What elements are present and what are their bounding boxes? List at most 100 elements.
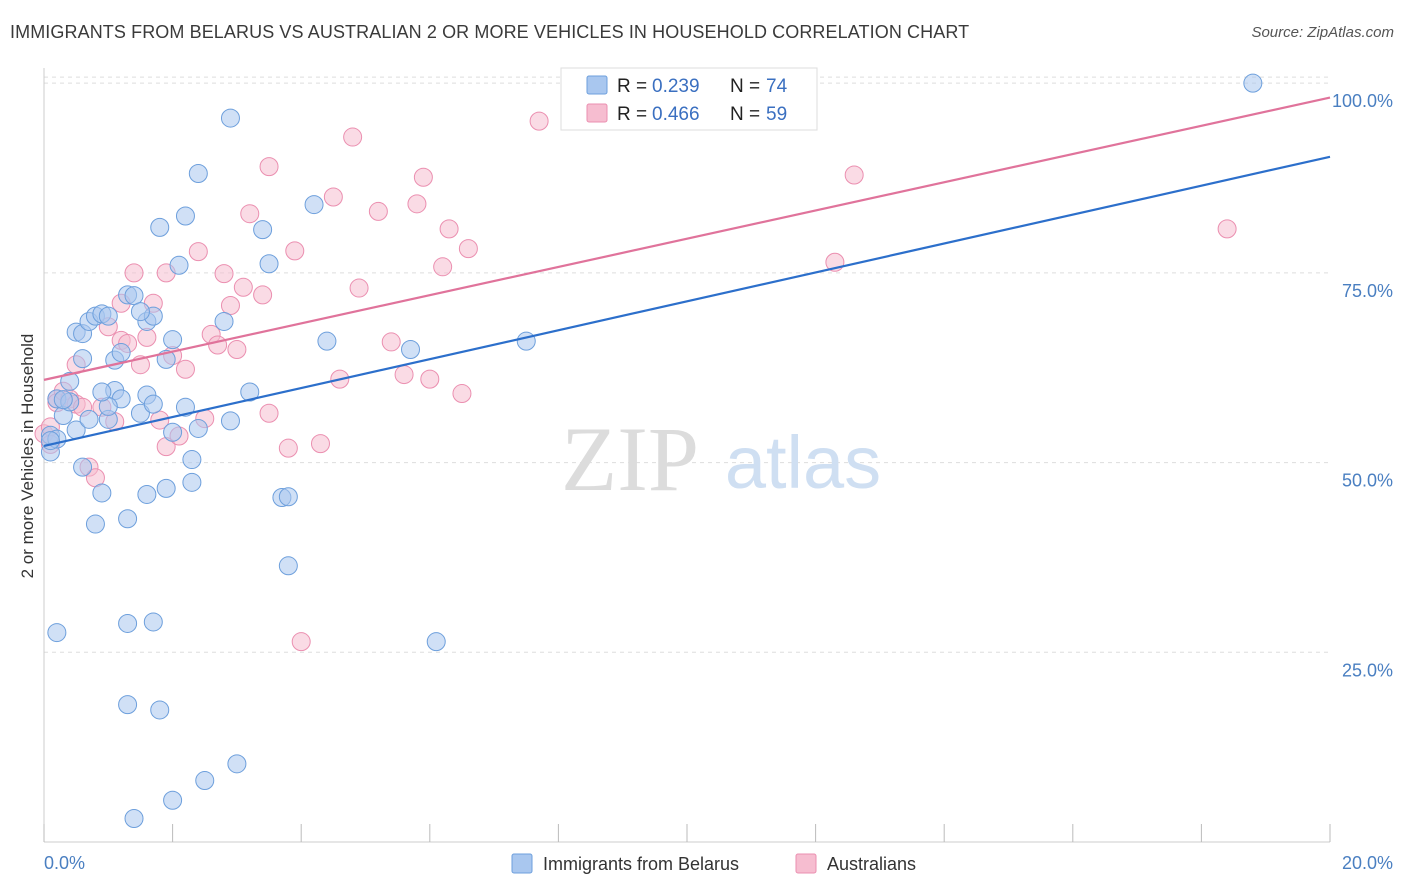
point-belarus: [118, 695, 138, 715]
point-belarus: [79, 409, 99, 429]
legend-r-value-pink: 0.466: [652, 104, 700, 125]
point-australians: [529, 111, 549, 131]
legend-box: R = 0.239 N = 74 R = 0.466 N = 59: [560, 67, 818, 131]
point-belarus: [92, 483, 112, 503]
point-belarus: [253, 220, 273, 240]
point-australians: [458, 239, 478, 259]
point-australians: [1217, 219, 1237, 239]
point-belarus: [73, 457, 93, 477]
point-australians: [124, 263, 144, 283]
series-australians-points: [34, 111, 1237, 652]
point-belarus: [92, 382, 112, 402]
chart-source: Source: ZipAtlas.com: [1251, 24, 1394, 41]
legend-n-label: N =: [730, 104, 760, 125]
legend-n-value-blue: 74: [766, 76, 788, 97]
y-tick-label: 50.0%: [1342, 471, 1393, 491]
point-australians: [381, 332, 401, 352]
point-belarus: [124, 286, 144, 306]
watermark-atlas: atlas: [725, 421, 881, 504]
point-belarus: [150, 217, 170, 237]
y-axis-title: 2 or more Vehicles in Household: [18, 334, 37, 579]
point-belarus: [401, 340, 421, 360]
point-belarus: [1243, 73, 1263, 93]
point-belarus: [143, 394, 163, 414]
point-belarus: [163, 330, 183, 350]
point-australians: [452, 384, 472, 404]
point-belarus: [143, 612, 163, 632]
point-australians: [310, 434, 330, 454]
point-australians: [240, 204, 260, 224]
point-belarus: [188, 418, 208, 438]
point-belarus: [98, 306, 118, 326]
point-australians: [259, 403, 279, 423]
trend-lines: [43, 96, 1331, 447]
grid-lines: [44, 76, 1330, 653]
point-belarus: [227, 754, 247, 774]
point-belarus: [124, 808, 144, 828]
point-belarus: [220, 108, 240, 128]
point-australians: [233, 277, 253, 297]
point-australians: [253, 285, 273, 305]
legend-n-value-pink: 59: [766, 104, 787, 125]
point-belarus: [163, 790, 183, 810]
watermark-zip: ZIP: [561, 408, 699, 510]
chart-title: IMMIGRANTS FROM BELARUS VS AUSTRALIAN 2 …: [10, 22, 970, 42]
legend-n-label: N =: [730, 76, 760, 97]
point-australians: [433, 257, 453, 277]
bottom-legend-label-pink: Australians: [827, 854, 916, 874]
legend-r-value-blue: 0.239: [652, 76, 700, 97]
point-australians: [343, 127, 363, 147]
point-belarus: [220, 411, 240, 431]
point-belarus: [426, 632, 446, 652]
point-belarus: [85, 514, 105, 534]
point-australians: [291, 632, 311, 652]
point-australians: [349, 278, 369, 298]
point-belarus: [163, 422, 183, 442]
point-australians: [439, 219, 459, 239]
point-australians: [220, 296, 240, 316]
point-belarus: [182, 472, 202, 492]
point-belarus: [175, 397, 195, 417]
y-tick-label: 25.0%: [1342, 660, 1393, 680]
point-australians: [259, 157, 279, 177]
point-belarus: [169, 255, 189, 275]
point-australians: [175, 359, 195, 379]
point-australians: [420, 369, 440, 389]
point-belarus: [118, 613, 138, 633]
trend-line-belarus: [43, 155, 1331, 447]
x-tick-label: 20.0%: [1342, 853, 1393, 873]
point-australians: [227, 340, 247, 360]
point-belarus: [278, 556, 298, 576]
bottom-legend-label-blue: Immigrants from Belarus: [543, 854, 739, 874]
tick-labels: 25.0% 50.0% 75.0% 100.0% 0.0% 20.0%: [44, 91, 1393, 873]
y-tick-label: 100.0%: [1332, 91, 1393, 111]
point-australians: [137, 327, 157, 347]
point-belarus: [240, 382, 260, 402]
point-belarus: [156, 478, 176, 498]
point-belarus: [53, 390, 73, 410]
point-belarus: [214, 311, 234, 331]
point-belarus: [516, 331, 536, 351]
point-australians: [368, 201, 388, 221]
point-belarus: [111, 343, 131, 363]
legend-r-label: R =: [617, 76, 647, 97]
point-belarus: [150, 700, 170, 720]
point-belarus: [317, 331, 337, 351]
point-australians: [208, 335, 228, 355]
point-australians: [323, 187, 343, 207]
point-belarus: [130, 302, 150, 322]
x-tick-label: 0.0%: [44, 853, 85, 873]
point-belarus: [130, 403, 150, 423]
bottom-legend-swatch-pink: [795, 853, 817, 874]
legend-r-label: R =: [617, 104, 647, 125]
watermark: ZIP atlas: [561, 408, 881, 510]
bottom-legend: Immigrants from Belarus Australians: [511, 853, 916, 874]
point-belarus: [137, 484, 157, 504]
point-belarus: [73, 349, 93, 369]
point-belarus: [175, 206, 195, 226]
point-belarus: [259, 254, 279, 274]
point-australians: [188, 242, 208, 262]
point-belarus: [304, 195, 324, 215]
point-belarus: [278, 487, 298, 507]
